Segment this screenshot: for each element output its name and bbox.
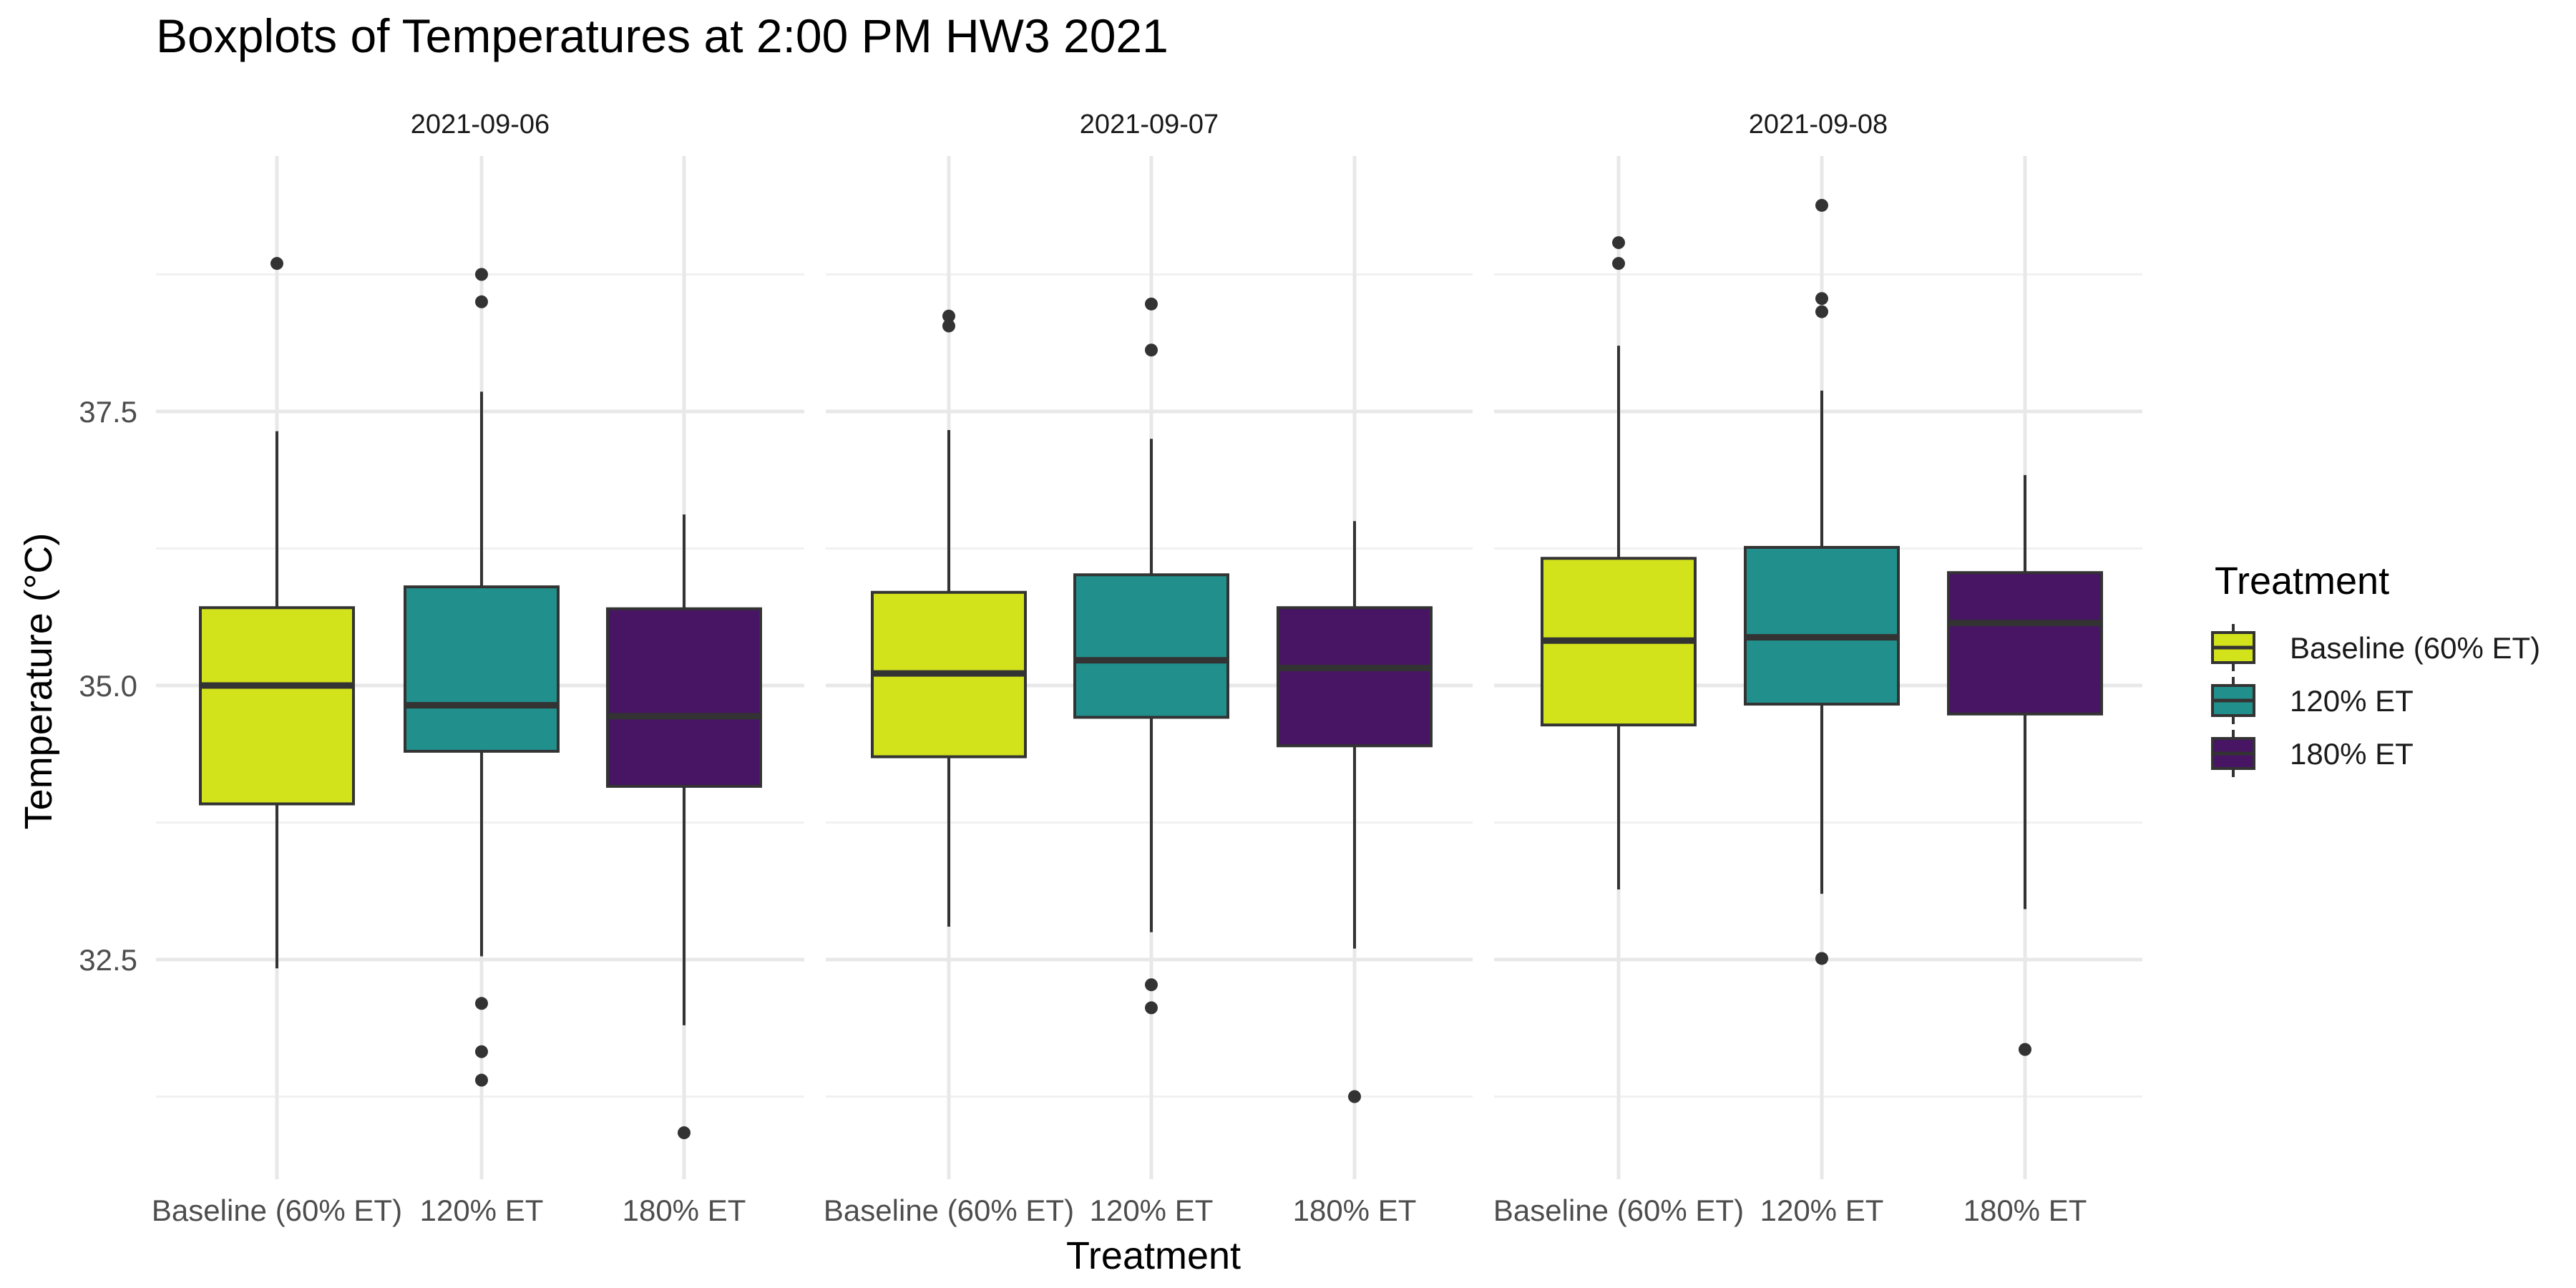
- x-tick-label: Baseline (60% ET): [1493, 1194, 1744, 1227]
- x-tick-label: 180% ET: [1963, 1194, 2087, 1227]
- x-tick-label: 180% ET: [1293, 1194, 1417, 1227]
- facet-strip-label: 2021-09-06: [411, 109, 550, 140]
- outlier-point: [475, 997, 488, 1010]
- outlier-point: [1145, 297, 1158, 311]
- outlier-point: [1815, 292, 1828, 306]
- box: [404, 585, 560, 753]
- x-tick-label: 120% ET: [1760, 1194, 1884, 1227]
- outlier-point: [1612, 236, 1625, 250]
- outlier-point: [475, 1073, 488, 1087]
- outlier-point: [1815, 305, 1828, 318]
- outlier-point: [1145, 1001, 1158, 1015]
- outlier-point: [2019, 1043, 2031, 1056]
- facet-strip-label: 2021-09-07: [1080, 109, 1219, 140]
- y-axis-title: Temperature (°C): [17, 533, 60, 830]
- outlier-point: [475, 295, 488, 308]
- chart-title: Boxplots of Temperatures at 2:00 PM HW3 …: [156, 9, 1169, 62]
- box: [606, 607, 762, 788]
- y-tick-label: 37.5: [79, 395, 137, 429]
- outlier-point: [270, 257, 283, 270]
- outlier-point: [942, 309, 955, 323]
- outlier-point: [1815, 952, 1828, 965]
- legend: Baseline (60% ET) 120% ET 180% ET: [2211, 624, 2540, 777]
- legend-label: Baseline (60% ET): [2290, 631, 2540, 665]
- outlier-point: [942, 319, 955, 333]
- x-tick-label: Baseline (60% ET): [152, 1194, 402, 1227]
- x-tick-label: 120% ET: [1090, 1194, 1214, 1227]
- outlier-point: [475, 1045, 488, 1058]
- outlier-point: [678, 1126, 691, 1140]
- legend-title: Treatment: [2215, 560, 2389, 602]
- legend-label: 180% ET: [2290, 737, 2414, 771]
- outlier-point: [1145, 343, 1158, 357]
- plot-marks: 32.5 35.0 37.5 2021-09-06 Baseline (60% ET) 1…: [79, 109, 2103, 1227]
- box: [1277, 606, 1433, 748]
- x-tick-label: Baseline (60% ET): [824, 1194, 1074, 1227]
- facet-strip-label: 2021-09-08: [1749, 109, 1888, 140]
- box: [1073, 573, 1229, 719]
- outlier-point: [1815, 198, 1828, 212]
- outlier-point: [1612, 257, 1625, 270]
- x-tick-label: 120% ET: [420, 1194, 544, 1227]
- y-tick-label: 35.0: [79, 669, 137, 703]
- outlier-point: [1145, 978, 1158, 992]
- x-tick-label: 180% ET: [623, 1194, 746, 1227]
- box: [199, 606, 355, 806]
- outlier-point: [1348, 1090, 1361, 1103]
- legend-label: 120% ET: [2290, 684, 2414, 718]
- y-tick-label: 32.5: [79, 943, 137, 977]
- outlier-point: [475, 268, 488, 281]
- x-axis-title: Treatment: [1066, 1234, 1241, 1277]
- box: [1947, 571, 2103, 716]
- box: [1744, 545, 1900, 706]
